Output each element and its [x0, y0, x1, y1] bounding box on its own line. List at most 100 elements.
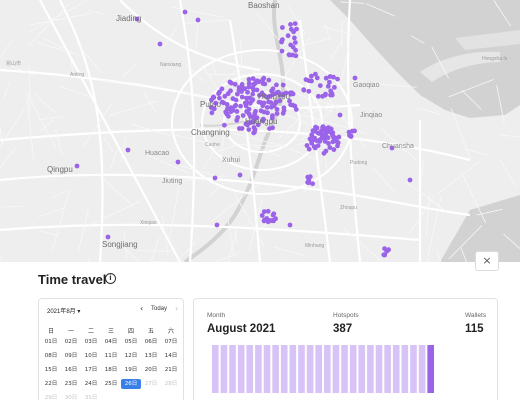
calendar-day[interactable]: 04日 [104, 339, 118, 345]
hotspot-marker[interactable] [250, 91, 256, 97]
calendar-day[interactable]: 18日 [104, 367, 118, 373]
hotspot-marker[interactable] [329, 92, 335, 98]
hotspot-marker[interactable] [277, 98, 283, 104]
day-bar[interactable] [255, 345, 262, 393]
calendar-day[interactable]: 29日 [44, 395, 58, 400]
hotspot-marker[interactable] [323, 148, 329, 154]
hotspot-marker[interactable] [309, 73, 314, 79]
hotspot-marker[interactable] [261, 75, 267, 81]
day-bar[interactable] [332, 345, 340, 393]
day-bar[interactable] [220, 345, 228, 393]
hotspot-marker[interactable] [288, 22, 293, 27]
hotspot-marker[interactable] [261, 218, 267, 224]
hotspot-marker[interactable] [334, 139, 340, 144]
day-bar[interactable] [289, 345, 297, 393]
day-bar[interactable] [315, 345, 322, 393]
hotspot-marker[interactable] [239, 94, 245, 100]
chevron-left-icon[interactable]: ‹ [140, 304, 144, 313]
calendar-day[interactable]: 22日 [44, 381, 58, 387]
hotspot-marker[interactable] [270, 125, 275, 131]
close-button[interactable]: × [475, 251, 499, 271]
hotspot-marker[interactable] [382, 252, 388, 258]
hotspot-marker[interactable] [320, 93, 325, 99]
hotspot-marker[interactable] [283, 90, 289, 96]
hotspot-marker[interactable] [280, 82, 286, 88]
hotspot-marker[interactable] [310, 181, 315, 187]
hotspot-marker[interactable] [274, 106, 280, 112]
hotspot-marker[interactable] [306, 180, 312, 186]
hotspot-marker[interactable] [279, 38, 284, 44]
day-bar[interactable] [298, 345, 305, 393]
day-bar[interactable] [229, 345, 236, 393]
hotspot-marker[interactable] [251, 114, 257, 119]
hotspot-marker[interactable] [211, 106, 217, 112]
hotspot-marker[interactable] [265, 208, 271, 214]
day-bar-selected[interactable] [427, 345, 434, 393]
hotspot-marker[interactable] [332, 85, 337, 90]
hotspot-marker[interactable] [222, 122, 227, 128]
hotspot-marker[interactable] [246, 127, 252, 132]
hotspot-marker[interactable] [335, 76, 340, 82]
hotspot-marker[interactable] [281, 108, 287, 113]
calendar-day[interactable]: 25日 [104, 381, 118, 387]
calendar-day[interactable]: 05日 [124, 339, 138, 345]
day-bar[interactable] [246, 345, 254, 393]
today-button[interactable]: Today [151, 306, 168, 312]
hotspot-marker[interactable] [337, 112, 343, 118]
calendar-day[interactable]: 01日 [44, 339, 58, 345]
hotspot-marker[interactable] [279, 48, 285, 54]
hotspot-marker[interactable] [250, 97, 256, 103]
hotspot-marker[interactable] [74, 163, 80, 169]
hotspot-marker[interactable] [232, 81, 238, 87]
day-bar[interactable] [375, 345, 383, 393]
calendar-day[interactable]: 21日 [164, 367, 178, 373]
daily-bar-chart[interactable] [212, 345, 434, 393]
hotspot-marker[interactable] [227, 79, 233, 85]
hotspot-marker[interactable] [224, 111, 230, 117]
day-bar[interactable] [324, 345, 331, 393]
hotspot-marker[interactable] [352, 128, 357, 134]
calendar-day[interactable]: 31日 [84, 395, 98, 400]
hotspot-marker[interactable] [304, 143, 310, 148]
hotspot-marker[interactable] [330, 139, 336, 145]
hotspot-marker[interactable] [237, 172, 243, 178]
calendar-day[interactable]: 24日 [84, 381, 98, 387]
hotspot-marker[interactable] [312, 144, 318, 150]
hotspot-marker[interactable] [243, 103, 249, 109]
hotspot-marker[interactable] [291, 29, 296, 35]
calendar-day[interactable]: 07日 [164, 339, 178, 345]
day-bar[interactable] [410, 345, 417, 393]
hotspot-marker[interactable] [195, 17, 201, 23]
hotspot-marker[interactable] [246, 106, 252, 112]
calendar-day[interactable]: 14日 [164, 353, 178, 359]
hotspot-marker[interactable] [327, 79, 332, 85]
hotspot-marker[interactable] [251, 119, 256, 125]
hotspot-marker[interactable] [246, 84, 252, 90]
calendar-day[interactable]: 03日 [84, 339, 98, 345]
hotspot-marker[interactable] [175, 159, 181, 165]
calendar-day[interactable]: 27日 [144, 381, 158, 387]
hotspot-marker[interactable] [210, 95, 216, 101]
hotspot-marker[interactable] [352, 75, 358, 81]
calendar-day[interactable]: 19日 [124, 367, 138, 373]
hotspot-marker[interactable] [230, 96, 236, 102]
calendar-day[interactable]: 12日 [124, 353, 138, 359]
hotspot-marker[interactable] [236, 87, 242, 93]
hotspot-marker[interactable] [244, 95, 249, 101]
calendar-day[interactable]: 23日 [64, 381, 78, 387]
hotspot-marker[interactable] [280, 25, 285, 30]
hotspot-marker[interactable] [386, 247, 391, 253]
calendar-day-selected[interactable]: 26日 [121, 379, 141, 389]
map-view[interactable]: Baoshan Jiading Putuo Changning Hongkou … [0, 0, 520, 262]
hotspot-marker[interactable] [316, 93, 321, 99]
hotspot-marker[interactable] [313, 124, 318, 130]
hotspot-marker[interactable] [230, 108, 236, 113]
hotspot-marker[interactable] [217, 95, 222, 101]
day-bar[interactable] [418, 345, 426, 393]
day-bar[interactable] [306, 345, 314, 393]
hotspot-marker[interactable] [257, 92, 262, 98]
calendar-day[interactable]: 08日 [44, 353, 58, 359]
hotspot-marker[interactable] [251, 130, 256, 136]
calendar-day[interactable]: 17日 [84, 367, 98, 373]
hotspot-marker[interactable] [235, 91, 240, 97]
